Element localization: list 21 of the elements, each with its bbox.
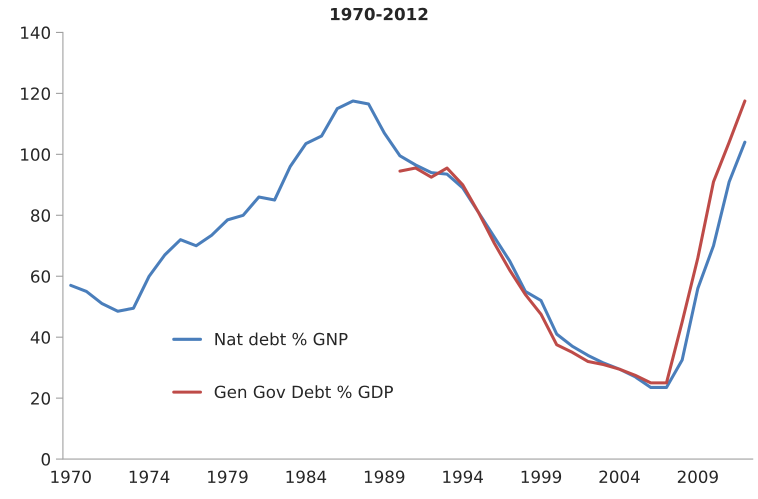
- x-tick-label: 1994: [443, 470, 483, 484]
- y-tick-label: 140: [21, 26, 50, 40]
- chart-title: 1970-2012: [331, 8, 428, 20]
- y-tick-label: 100: [21, 148, 50, 161]
- x-tick-label: 1970: [51, 470, 91, 484]
- y-tick-label: 80: [31, 209, 50, 222]
- x-tick-label: 1989: [364, 470, 404, 484]
- x-tick-label: 1984: [286, 470, 326, 484]
- y-tick-label: 120: [21, 87, 50, 100]
- y-tick-label: 60: [31, 270, 50, 283]
- x-tick-label: 1974: [130, 470, 170, 484]
- x-tick-label: 2004: [599, 470, 640, 484]
- x-tick-label: 1979: [208, 470, 248, 484]
- y-tick-label: 0: [42, 453, 50, 466]
- legend-label: Nat debt % GNP: [215, 332, 348, 346]
- x-tick-label: 1999: [522, 470, 562, 484]
- legend-label: Gen Gov Debt % GDP: [214, 385, 393, 398]
- y-tick-label: 20: [31, 392, 50, 405]
- line-series: [398, 99, 746, 384]
- y-tick-label: 40: [30, 331, 50, 344]
- x-tick-label: 2009: [678, 470, 718, 484]
